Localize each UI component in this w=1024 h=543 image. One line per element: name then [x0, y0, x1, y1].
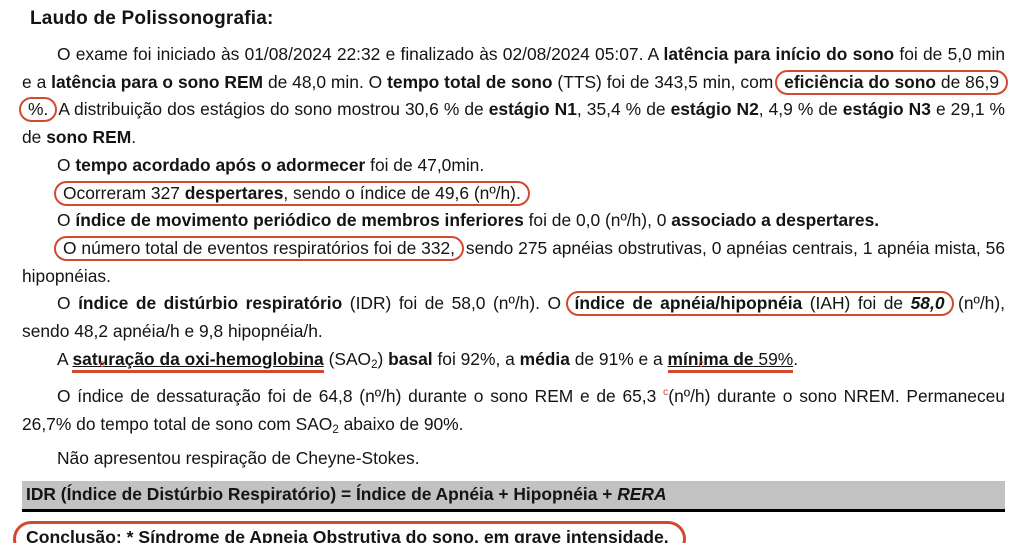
bold-run-media: média [519, 348, 570, 369]
text-run: A [57, 348, 73, 369]
red-circle-annotation-arousals: Ocorreram 327 despertares, sendo o índic… [54, 180, 530, 206]
text-run: (nº/h) durante o sono NREM. Permaneceu 2… [22, 386, 1005, 435]
red-circle-annotation-sleep-efficiency: eficiência do sono de 86,9 %. [19, 69, 1009, 123]
text-run: O índice de dessaturação foi de 64,8 (nº… [57, 386, 664, 407]
text-run: O número total de eventos respiratórios … [63, 237, 455, 258]
text-run: de 48,0 min. O [263, 71, 388, 92]
idr-definition-bar: IDR (Índice de Distúrbio Respiratório) =… [22, 480, 1005, 512]
red-correction-mark: c [698, 358, 704, 371]
bold-run-rem-sleep: sono REM [46, 127, 132, 148]
bold-run-ahi: índice de apnéia/hipopnéia [574, 293, 803, 314]
bold-run-rdi: índice de distúrbio respiratório [78, 293, 343, 314]
red-correction-mark: c [99, 358, 105, 371]
text-run: O [57, 210, 76, 231]
text-run: , 35,4 % de [576, 99, 671, 120]
bold-run-oxyhemoglobin-saturation: saturação da oxi-hemoglobina [72, 348, 324, 369]
paragraph-rdi-ahi: O índice de distúrbio respiratório (IDR)… [22, 290, 1005, 345]
bold-run-associated-arousals: associado a despertares. [671, 210, 880, 231]
text-run: O [57, 154, 76, 175]
paragraph-oxygen-saturation: A c saturação da oxi-hemoglobina (SAO2) b… [22, 346, 1005, 380]
text-run: . [793, 348, 799, 369]
bold-run-stage-n1: estágio N1 [488, 99, 577, 120]
red-circle-annotation-respiratory-events: O número total de eventos respiratórios … [54, 235, 464, 261]
paragraph-periodic-limb-movement: O índice de movimento periódico de membr… [22, 207, 1005, 235]
bold-run-plm-index: índice de movimento periódico de membros… [75, 210, 524, 231]
red-underline-annotation-saturation: c saturação da oxi-hemoglobina [72, 348, 324, 373]
text-run: sendo 275 apnéias obstrutivas, 0 apnéias… [22, 237, 1005, 286]
text-run: , sendo o índice de 49,6 (nº/h). [283, 182, 521, 203]
text-run: (IDR) foi de 58,0 (nº/h). O [342, 293, 569, 314]
bold-run-waso: tempo acordado após o adormecer [75, 154, 366, 175]
conclusion-section: Conclusão: * Síndrome de Apneia Obstruti… [13, 520, 1005, 543]
bold-run-sleep-efficiency: eficiência do sono [784, 71, 937, 92]
red-circle-annotation-conclusion: Conclusão: * Síndrome de Apneia Obstruti… [13, 520, 686, 543]
text-run: (SAO [323, 348, 372, 369]
red-underline-annotation-minimum-saturation: c mínima de 59% [667, 348, 794, 373]
text-run: de 86,9 %. [28, 71, 1000, 120]
conclusion-text: Conclusão: * Síndrome de Apneia Obstruti… [26, 526, 669, 543]
red-correction-mark: c [663, 386, 669, 399]
text-run: e 29,1 % de [22, 99, 1006, 148]
report-title: Laudo de Polissonografia: [30, 8, 274, 29]
text-run-minimum-value: 59% [753, 348, 794, 369]
paragraph-cheyne-stokes: Não apresentou respiração de Cheyne-Stok… [22, 445, 1005, 473]
bold-italic-run-ahi-value: 58,0 [910, 293, 945, 314]
bold-run-basal: basal [388, 348, 433, 369]
text-run: Não apresentou respiração de Cheyne-Stok… [57, 447, 420, 468]
bold-run-stage-n3: estágio N3 [842, 99, 931, 120]
text-run: . [131, 127, 137, 148]
bold-run-stage-n2: estágio N2 [670, 99, 759, 120]
text-run: , 4,9 % de [758, 99, 843, 120]
text-run: (TTS) foi de 343,5 min, com [552, 71, 779, 92]
text-run: A distribuição dos estágios do sono most… [54, 99, 489, 120]
text-run: ) [377, 348, 389, 369]
text-run: O exame foi iniciado às 01/08/2024 22:32… [57, 44, 664, 64]
paragraph-desaturation-index: O índice de dessaturação foi de 64,8 (nº… [22, 379, 1005, 444]
text-run: abaixo de 90%. [338, 414, 464, 435]
text-run: de 91% e a [569, 348, 668, 369]
bold-italic-run-rera: RERA [617, 483, 667, 504]
paragraph-exam-overview: O exame foi iniciado às 01/08/2024 22:32… [19, 41, 1009, 152]
text-run: foi 92%, a [432, 348, 520, 369]
subscript-run: 2 [371, 358, 378, 371]
text-run: O [57, 293, 79, 314]
text-run: (nº/h), sendo 48,2 apnéia/h e 9,8 hipopn… [22, 293, 1005, 342]
paragraph-arousals: Ocorreram 327 despertares, sendo o índic… [22, 180, 1005, 208]
bold-run-total-sleep-time: tempo total de sono [387, 71, 553, 92]
subscript-run: 2 [332, 424, 339, 437]
paragraph-respiratory-events: O número total de eventos respiratórios … [22, 235, 1005, 290]
text-run: foi de 47,0min. [365, 154, 485, 175]
bold-run-idr-definition: IDR (Índice de Distúrbio Respiratório) =… [26, 483, 618, 504]
bold-run-sleep-onset-latency: latência para início do sono [663, 44, 895, 64]
paragraph-wake-after-sleep-onset: O tempo acordado após o adormecer foi de… [22, 152, 1005, 180]
bold-run-minima: mínima de [667, 348, 754, 369]
text-run: Ocorreram 327 [63, 182, 185, 203]
text-run: foi de 5,0 min e a [22, 44, 1005, 92]
text-run: (IAH) foi de [802, 293, 911, 314]
text-run: foi de 0,0 (nº/h), 0 [523, 210, 672, 231]
red-circle-annotation-ahi: índice de apnéia/hipopnéia (IAH) foi de … [565, 291, 954, 317]
bold-run-rem-latency: latência para o sono REM [51, 71, 264, 92]
bold-run-arousals: despertares [184, 182, 284, 203]
